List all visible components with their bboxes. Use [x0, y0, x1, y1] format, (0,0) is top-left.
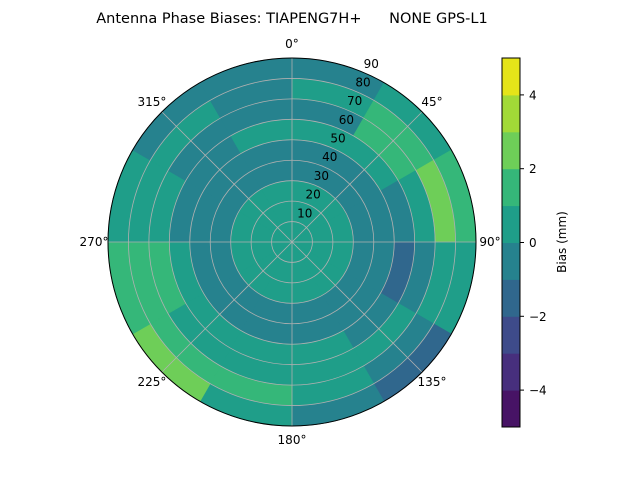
radial-tick-label: 20 [305, 188, 320, 202]
angular-gridline [291, 111, 423, 243]
radial-tick-label: 60 [339, 113, 354, 127]
colorbar-band [502, 353, 520, 391]
colorbar-tick-label: −4 [529, 384, 547, 398]
polar-frame [107, 57, 477, 427]
polar-grid [108, 58, 476, 426]
angular-gridline [161, 241, 293, 373]
angular-gridline [291, 241, 423, 373]
colorbar-tick-label: 0 [529, 236, 537, 250]
radial-tick-labels: 10 20 30 40 50 60 70 80 90 [297, 57, 379, 220]
colorbar-tick-label: 2 [529, 162, 537, 176]
radial-tick-label: 10 [297, 206, 312, 220]
angular-tick-label: 0° [285, 37, 299, 51]
angular-tick-label: 180° [278, 433, 307, 447]
chart-title: Antenna Phase Biases: TIAPENG7H+ NONE GP… [96, 11, 487, 27]
angular-gridline [161, 111, 293, 243]
angular-tick-label: 315° [138, 95, 167, 109]
colorbar-label: Bias (mm) [555, 211, 569, 273]
colorbar-band [502, 94, 520, 133]
radial-tick-label: 30 [314, 169, 329, 183]
colorbar-band [502, 279, 520, 317]
angular-tick-label: 225° [138, 375, 167, 389]
colorbar-band [502, 205, 520, 243]
colorbar-band [502, 58, 520, 96]
angular-tick-label: 135° [418, 375, 447, 389]
colorbar-band [502, 168, 520, 207]
colorbar-band [502, 131, 520, 170]
angular-tick-label: 90° [479, 235, 500, 249]
angular-tick-label: 270° [80, 235, 109, 249]
radial-tick-label: 70 [347, 94, 362, 108]
colorbar-tick-label: −2 [529, 310, 547, 324]
radial-tick-label: 90 [364, 57, 379, 71]
angular-tick-label: 45° [421, 95, 442, 109]
radial-tick-label: 50 [330, 132, 345, 146]
angular-tick-labels: 0° 45° 90° 135° 180° 225° 270° 315° [80, 37, 501, 447]
radial-tick-label: 80 [355, 76, 370, 90]
colorbar: −4 −2 0 2 4 [501, 57, 547, 428]
radial-tick-label: 40 [322, 150, 337, 164]
colorbar-band [502, 390, 520, 428]
colorbar-band [502, 242, 520, 280]
colorbar-tick-label: 4 [529, 88, 537, 102]
colorbar-band [502, 316, 520, 354]
